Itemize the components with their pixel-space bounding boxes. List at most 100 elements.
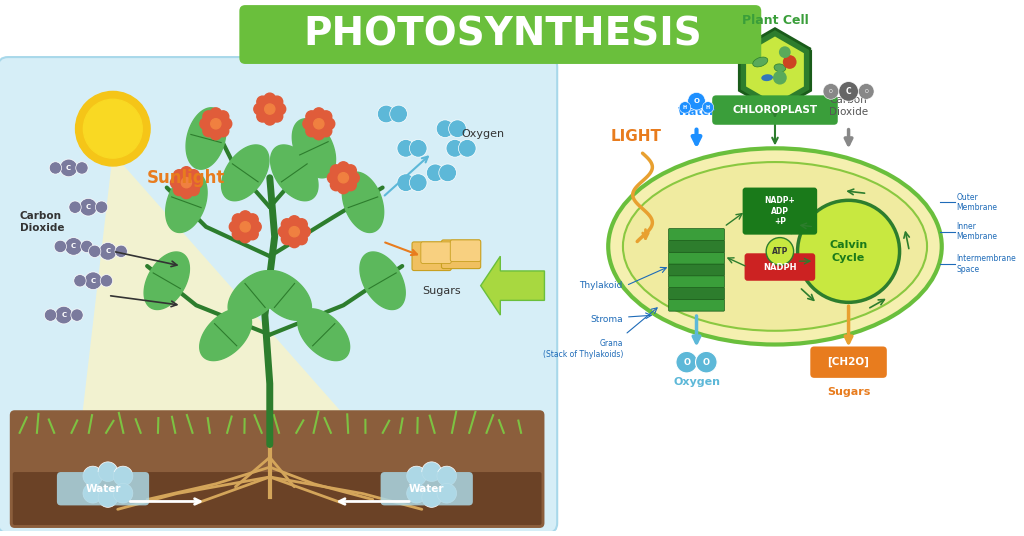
Ellipse shape — [608, 148, 942, 345]
Text: Grana
(Stack of Thylakoids): Grana (Stack of Thylakoids) — [543, 339, 623, 360]
FancyBboxPatch shape — [742, 188, 817, 235]
Text: Sugars: Sugars — [826, 386, 870, 397]
Circle shape — [76, 162, 88, 174]
Circle shape — [766, 237, 794, 265]
Circle shape — [180, 187, 193, 199]
Circle shape — [324, 118, 335, 130]
Circle shape — [200, 118, 211, 130]
Circle shape — [282, 219, 293, 230]
Text: [CH2O]: [CH2O] — [827, 357, 869, 367]
Polygon shape — [360, 252, 406, 309]
Text: C: C — [61, 312, 67, 318]
Circle shape — [83, 466, 102, 486]
Text: LIGHT: LIGHT — [610, 129, 662, 144]
Circle shape — [49, 162, 61, 174]
Circle shape — [348, 172, 359, 183]
Circle shape — [247, 214, 258, 225]
FancyBboxPatch shape — [669, 264, 724, 276]
Text: Oxygen: Oxygen — [673, 377, 720, 387]
Polygon shape — [292, 119, 336, 178]
Circle shape — [98, 462, 118, 481]
Circle shape — [439, 164, 457, 182]
Text: PHOTOSYNTHESIS: PHOTOSYNTHESIS — [303, 16, 701, 54]
Text: NADPH: NADPH — [763, 263, 797, 272]
Circle shape — [407, 483, 426, 503]
Text: Water: Water — [85, 483, 121, 494]
Circle shape — [240, 211, 251, 222]
Circle shape — [345, 179, 356, 191]
Circle shape — [296, 233, 307, 244]
Circle shape — [702, 102, 714, 113]
Circle shape — [296, 219, 307, 230]
Text: Plant Cell: Plant Cell — [741, 14, 808, 27]
Text: Stroma: Stroma — [590, 316, 623, 324]
Circle shape — [397, 139, 415, 157]
FancyBboxPatch shape — [669, 287, 724, 300]
FancyBboxPatch shape — [669, 252, 724, 264]
Circle shape — [181, 177, 191, 188]
Circle shape — [80, 198, 97, 216]
Circle shape — [695, 352, 717, 373]
Circle shape — [345, 165, 356, 176]
Circle shape — [321, 125, 332, 137]
FancyBboxPatch shape — [12, 472, 542, 525]
Text: C: C — [67, 165, 72, 171]
Circle shape — [187, 170, 200, 181]
Circle shape — [264, 104, 274, 114]
Circle shape — [240, 231, 251, 243]
Polygon shape — [298, 309, 349, 361]
Polygon shape — [270, 145, 318, 201]
Circle shape — [83, 99, 142, 158]
Text: CHLOROPLAST: CHLOROPLAST — [732, 105, 817, 115]
Circle shape — [220, 118, 231, 130]
Circle shape — [321, 111, 332, 122]
FancyBboxPatch shape — [451, 240, 480, 262]
Circle shape — [217, 125, 228, 137]
Circle shape — [338, 182, 349, 193]
Circle shape — [437, 466, 457, 486]
Circle shape — [84, 272, 102, 289]
Text: Oxygen: Oxygen — [461, 129, 504, 139]
Circle shape — [180, 167, 193, 178]
Circle shape — [331, 165, 342, 176]
Ellipse shape — [623, 162, 927, 331]
Circle shape — [410, 174, 427, 191]
Circle shape — [437, 483, 457, 503]
FancyBboxPatch shape — [810, 346, 887, 378]
Circle shape — [426, 164, 444, 182]
Circle shape — [338, 162, 349, 173]
Circle shape — [679, 102, 691, 113]
Circle shape — [74, 274, 86, 287]
Polygon shape — [739, 28, 811, 111]
Text: H: H — [683, 105, 687, 110]
Polygon shape — [342, 172, 384, 233]
Circle shape — [100, 274, 113, 287]
Circle shape — [274, 103, 286, 115]
Text: Calvin
Cycle: Calvin Cycle — [829, 240, 867, 263]
Circle shape — [114, 483, 133, 503]
Circle shape — [331, 179, 342, 191]
Circle shape — [203, 125, 214, 137]
Text: H: H — [706, 105, 710, 110]
FancyBboxPatch shape — [669, 240, 724, 252]
Text: Carbon
Dioxide: Carbon Dioxide — [19, 211, 65, 233]
Circle shape — [410, 139, 427, 157]
Text: Water: Water — [409, 483, 444, 494]
Circle shape — [170, 177, 182, 188]
Circle shape — [247, 228, 258, 240]
Circle shape — [241, 222, 250, 232]
Text: Sunlight: Sunlight — [147, 169, 225, 187]
Circle shape — [232, 228, 244, 240]
Circle shape — [688, 92, 706, 110]
Circle shape — [676, 352, 697, 373]
Circle shape — [114, 466, 133, 486]
Circle shape — [279, 226, 290, 237]
Polygon shape — [221, 145, 269, 200]
Circle shape — [313, 128, 325, 140]
Circle shape — [773, 71, 786, 85]
Text: Water: Water — [678, 107, 716, 117]
Circle shape — [436, 120, 454, 138]
Circle shape — [449, 120, 466, 138]
Circle shape — [303, 118, 314, 130]
Ellipse shape — [753, 57, 768, 67]
